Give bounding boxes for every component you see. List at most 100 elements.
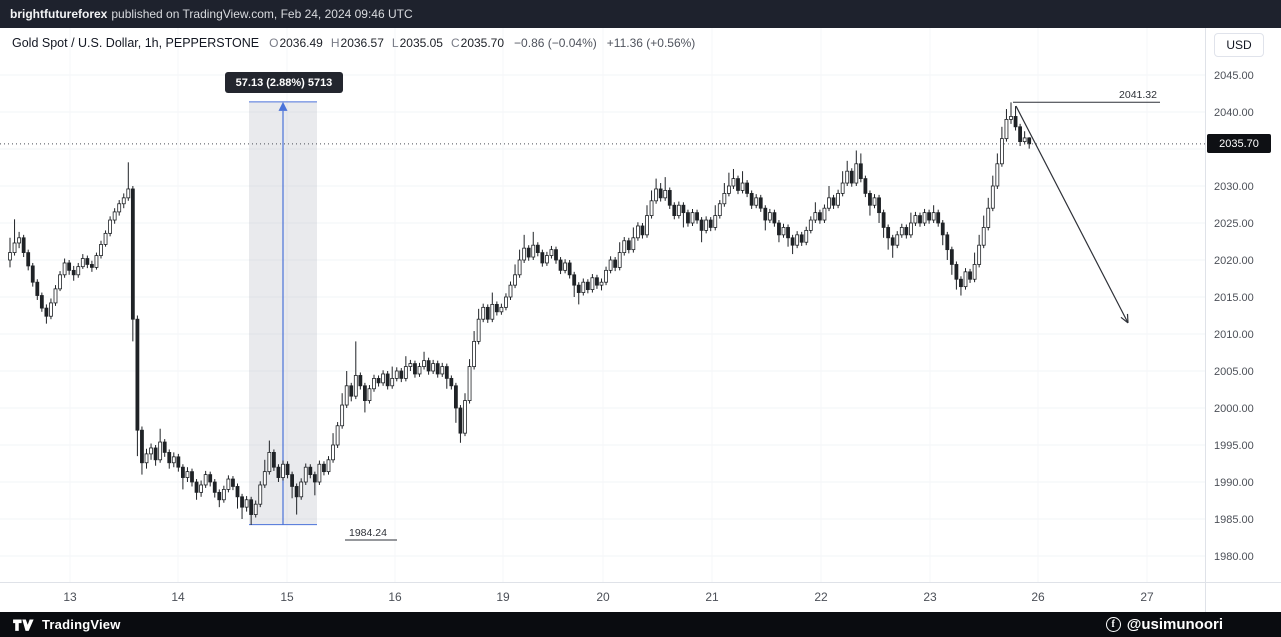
candle-body — [1022, 137, 1027, 143]
candle-body — [39, 295, 44, 309]
candle-body — [990, 185, 995, 209]
candle-body — [94, 255, 99, 268]
candle-body — [231, 478, 235, 487]
currency-toggle-button[interactable]: USD — [1214, 33, 1264, 57]
high-price-label: 2041.32 — [1119, 89, 1157, 101]
candle-body — [690, 212, 695, 224]
candle-body — [58, 274, 62, 290]
candle-body — [71, 269, 76, 276]
candle-body — [636, 225, 640, 239]
candle-body — [285, 463, 290, 475]
price-scale[interactable]: 2045.002040.002035.002030.002025.002020.… — [1214, 70, 1254, 563]
price-tick-label: 2020.00 — [1214, 255, 1254, 267]
candle-body — [1027, 137, 1032, 145]
candle-body — [12, 242, 17, 253]
candle-body — [203, 474, 208, 486]
candle-body — [171, 456, 176, 464]
price-tick-label: 2040.00 — [1214, 107, 1254, 119]
candle-body — [17, 237, 22, 244]
price-tick-label: 1995.00 — [1214, 440, 1254, 452]
candle-body — [513, 274, 517, 286]
tradingview-logo[interactable] — [10, 616, 36, 633]
price-tick-label: 2005.00 — [1214, 366, 1254, 378]
candle-body — [126, 188, 131, 199]
candle-body — [649, 200, 654, 217]
candle-body — [67, 262, 72, 271]
candle-body — [153, 447, 158, 461]
candle-body — [108, 219, 112, 234]
candle-body — [1018, 126, 1022, 143]
footer-brand[interactable]: TradingView — [42, 617, 121, 632]
candle-body — [290, 474, 295, 487]
candle-body — [485, 306, 490, 320]
candle-body — [413, 363, 417, 375]
candle-body — [258, 484, 263, 505]
candle-body — [790, 237, 795, 246]
candle-body — [281, 463, 285, 478]
candle-body — [822, 207, 827, 221]
candle-body — [344, 385, 349, 406]
candle-body — [767, 212, 772, 221]
candle-body — [777, 222, 781, 236]
candle-body — [590, 277, 595, 290]
candle-body — [367, 388, 372, 402]
price-tick-label: 2045.00 — [1214, 70, 1254, 82]
candle-body — [526, 247, 531, 258]
candle-body — [786, 227, 790, 239]
footer-bar: TradingView f @usimunoori — [0, 612, 1281, 637]
candle-body — [240, 496, 244, 508]
candle-body — [212, 481, 217, 493]
candle-body — [235, 486, 240, 498]
candle-body — [645, 215, 649, 236]
candle-body — [217, 491, 222, 501]
trend-arrowhead-icon — [1126, 313, 1129, 323]
candle-body — [394, 370, 399, 379]
candle-body — [531, 244, 536, 258]
candle-body — [103, 232, 108, 245]
legend: Gold Spot / U.S. Dollar, 1h, PEPPERSTONE… — [12, 36, 695, 50]
candle-body — [854, 163, 859, 184]
candle-body — [253, 503, 258, 515]
price-tick-label: 2000.00 — [1214, 403, 1254, 415]
candle-body — [731, 178, 736, 187]
candle-body — [722, 192, 727, 205]
candle-body — [804, 229, 809, 243]
measure-tool-label[interactable]: 57.13 (2.88%) 5713 — [225, 72, 343, 93]
candle-body — [945, 234, 950, 251]
candle-body — [362, 385, 367, 401]
candle-body — [390, 377, 395, 387]
candle-body — [221, 488, 226, 501]
candle-body — [836, 192, 840, 206]
candle-body — [249, 499, 254, 515]
symbol-title[interactable]: Gold Spot / U.S. Dollar, 1h, PEPPERSTONE — [12, 36, 260, 50]
candle-body — [21, 237, 26, 254]
candle-body — [754, 197, 759, 206]
candle-body — [626, 240, 631, 251]
candle-body — [317, 463, 322, 483]
candle-body — [422, 360, 426, 367]
candle-body — [326, 459, 331, 473]
candle-body — [99, 244, 103, 256]
candle-body — [717, 203, 722, 216]
candle-body — [322, 463, 326, 473]
candle-body — [30, 265, 35, 283]
chart-canvas[interactable]: 2041.321984.242045.002040.002035.002030.… — [0, 28, 1281, 612]
candle-body — [981, 227, 986, 246]
candle-body — [112, 211, 117, 221]
candle-body — [954, 264, 959, 280]
chart-region: 2041.321984.242045.002040.002035.002030.… — [0, 28, 1281, 612]
legend-close: C 2035.70 — [450, 36, 505, 50]
candle-body — [576, 284, 581, 293]
candle-body — [194, 481, 199, 493]
time-tick-label: 14 — [171, 590, 185, 604]
time-scale[interactable]: 13 14 15 16 19 20 21 22 23 26 27 — [63, 590, 1154, 604]
candle-body — [435, 363, 440, 375]
candle-body — [331, 444, 335, 461]
candle-body — [1000, 138, 1004, 165]
low-price-label: 1984.24 — [349, 527, 387, 539]
price-tick-label: 1985.00 — [1214, 514, 1254, 526]
candle-body — [808, 219, 813, 231]
candle-body — [849, 170, 854, 184]
candle-body — [385, 373, 390, 387]
candle-body — [799, 234, 804, 243]
